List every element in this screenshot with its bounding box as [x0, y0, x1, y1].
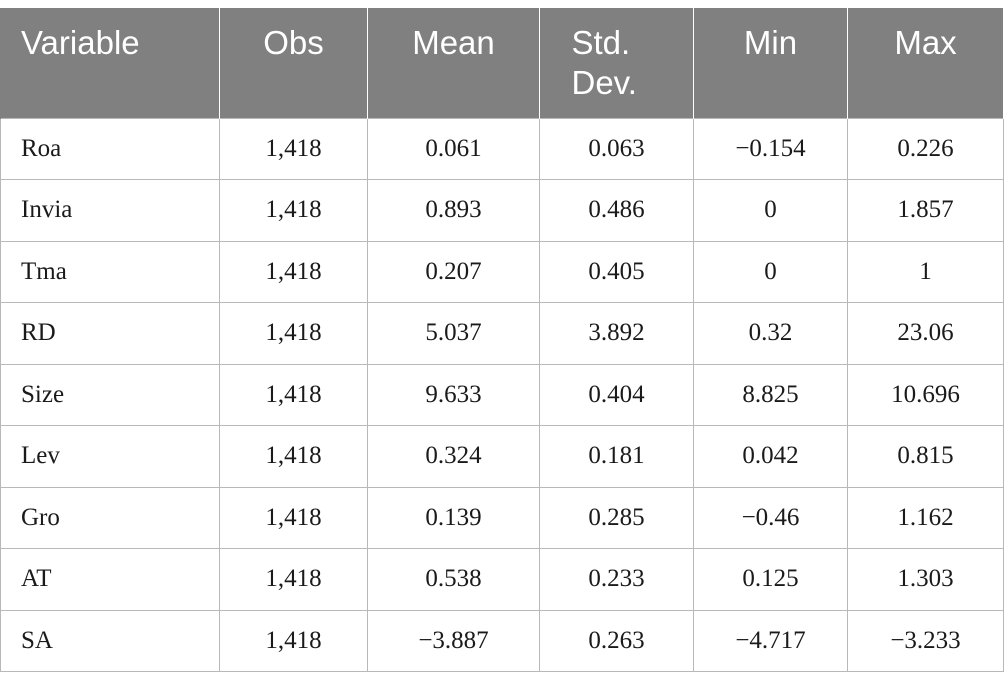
- cell-mean: 0.207: [367, 240, 540, 303]
- cell-max: 1.162: [847, 486, 1004, 549]
- cell-mean: 0.061: [367, 117, 540, 180]
- table-header: Variable Obs Mean Std. Dev. Min Max: [0, 8, 1004, 118]
- cell-min: 8.825: [693, 363, 848, 426]
- cell-min: 0: [693, 240, 848, 303]
- cell-variable: Tma: [0, 240, 220, 303]
- cell-variable: Gro: [0, 486, 220, 549]
- table-row: Tma 1,418 0.207 0.405 0 1: [0, 240, 1004, 303]
- cell-max: 10.696: [847, 363, 1004, 426]
- cell-obs: 1,418: [219, 117, 368, 180]
- cell-obs: 1,418: [219, 609, 368, 672]
- cell-obs: 1,418: [219, 240, 368, 303]
- cell-obs: 1,418: [219, 486, 368, 549]
- header-mean: Mean: [367, 8, 540, 118]
- cell-mean: 5.037: [367, 302, 540, 365]
- cell-min: 0.125: [693, 548, 848, 611]
- cell-min: 0: [693, 179, 848, 242]
- cell-std-dev: 0.404: [539, 363, 694, 426]
- table-row: Lev 1,418 0.324 0.181 0.042 0.815: [0, 425, 1004, 488]
- cell-max: 0.226: [847, 117, 1004, 180]
- cell-std-dev: 0.181: [539, 425, 694, 488]
- cell-max: 1: [847, 240, 1004, 303]
- cell-obs: 1,418: [219, 302, 368, 365]
- cell-variable: Invia: [0, 179, 220, 242]
- cell-std-dev: 0.486: [539, 179, 694, 242]
- cell-std-dev: 0.233: [539, 548, 694, 611]
- cell-variable: RD: [0, 302, 220, 365]
- table-row: Gro 1,418 0.139 0.285 −0.46 1.162: [0, 486, 1004, 549]
- cell-max: 0.815: [847, 425, 1004, 488]
- cell-max: 1.857: [847, 179, 1004, 242]
- cell-min: −0.154: [693, 117, 848, 180]
- cell-min: 0.042: [693, 425, 848, 488]
- header-obs: Obs: [219, 8, 368, 118]
- cell-obs: 1,418: [219, 425, 368, 488]
- cell-std-dev: 0.285: [539, 486, 694, 549]
- table-row: Roa 1,418 0.061 0.063 −0.154 0.226: [0, 117, 1004, 180]
- descriptive-statistics-table: Variable Obs Mean Std. Dev. Min Max Roa …: [0, 8, 1004, 672]
- cell-std-dev: 0.405: [539, 240, 694, 303]
- header-std-dev-label: Std. Dev.: [571, 24, 637, 101]
- cell-mean: 0.324: [367, 425, 540, 488]
- cell-mean: 0.893: [367, 179, 540, 242]
- cell-variable: Lev: [0, 425, 220, 488]
- header-row: Variable Obs Mean Std. Dev. Min Max: [0, 8, 1004, 118]
- table-row: Invia 1,418 0.893 0.486 0 1.857: [0, 179, 1004, 242]
- cell-variable: SA: [0, 609, 220, 672]
- cell-variable: AT: [0, 548, 220, 611]
- table-body: Roa 1,418 0.061 0.063 −0.154 0.226 Invia…: [0, 117, 1004, 672]
- header-max: Max: [847, 8, 1004, 118]
- header-variable: Variable: [0, 8, 220, 118]
- cell-mean: 0.538: [367, 548, 540, 611]
- cell-mean: 0.139: [367, 486, 540, 549]
- cell-mean: −3.887: [367, 609, 540, 672]
- cell-max: −3.233: [847, 609, 1004, 672]
- header-min: Min: [693, 8, 848, 118]
- table-row: Size 1,418 9.633 0.404 8.825 10.696: [0, 363, 1004, 426]
- cell-max: 23.06: [847, 302, 1004, 365]
- table-row: SA 1,418 −3.887 0.263 −4.717 −3.233: [0, 609, 1004, 672]
- cell-min: −4.717: [693, 609, 848, 672]
- header-std-dev: Std. Dev.: [539, 8, 694, 118]
- cell-std-dev: 0.063: [539, 117, 694, 180]
- cell-std-dev: 3.892: [539, 302, 694, 365]
- cell-max: 1.303: [847, 548, 1004, 611]
- cell-mean: 9.633: [367, 363, 540, 426]
- cell-min: 0.32: [693, 302, 848, 365]
- table-row: RD 1,418 5.037 3.892 0.32 23.06: [0, 302, 1004, 365]
- table-row: AT 1,418 0.538 0.233 0.125 1.303: [0, 548, 1004, 611]
- cell-std-dev: 0.263: [539, 609, 694, 672]
- cell-obs: 1,418: [219, 363, 368, 426]
- cell-variable: Roa: [0, 117, 220, 180]
- cell-obs: 1,418: [219, 548, 368, 611]
- cell-variable: Size: [0, 363, 220, 426]
- cell-min: −0.46: [693, 486, 848, 549]
- cell-obs: 1,418: [219, 179, 368, 242]
